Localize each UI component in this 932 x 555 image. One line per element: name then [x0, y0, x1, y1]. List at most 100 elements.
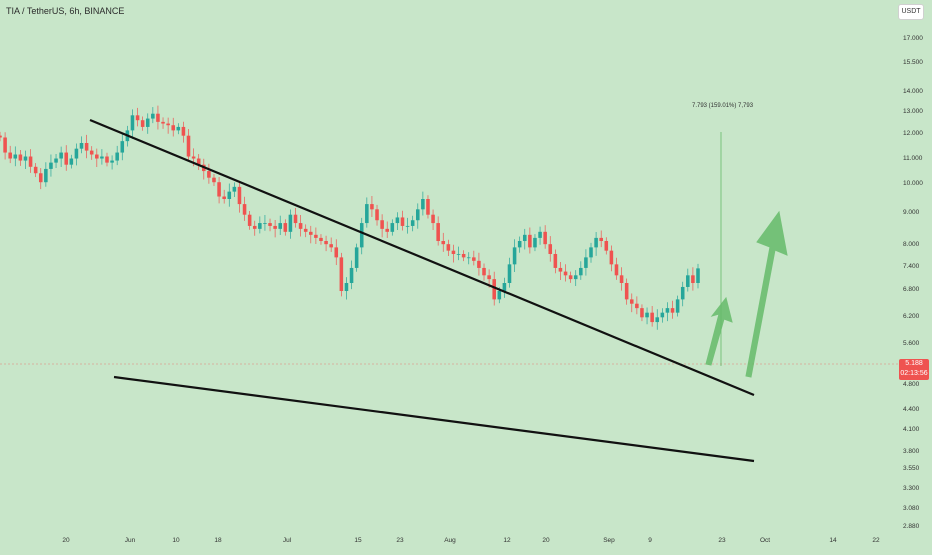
resistance-trendline[interactable]	[89, 118, 755, 397]
candle-body	[579, 267, 583, 276]
candle-body	[33, 166, 38, 174]
candle-body	[130, 115, 135, 131]
y-tick-label: 8.000	[903, 241, 920, 248]
x-tick-label: 18	[214, 537, 222, 544]
candle-body	[563, 271, 568, 276]
candle-body	[629, 299, 634, 304]
y-tick-label: 3.550	[903, 465, 920, 472]
x-tick-label: 10	[172, 537, 180, 544]
x-tick-label: 15	[354, 537, 362, 544]
currency-selector[interactable]: USDT	[898, 4, 924, 20]
y-tick-label: 4.400	[903, 406, 920, 413]
y-tick-label: 15.500	[903, 59, 923, 66]
x-tick-label: Jun	[125, 537, 136, 544]
y-tick-label: 14.000	[903, 88, 923, 95]
candle-body	[533, 237, 537, 248]
candle-body	[74, 148, 79, 159]
candle-body	[227, 191, 232, 200]
x-tick-label: Aug	[444, 537, 456, 544]
candle-body	[319, 237, 323, 242]
candle-body	[528, 234, 532, 248]
bar-countdown: 02:13:56	[900, 370, 928, 377]
y-tick-label: 13.000	[903, 108, 923, 115]
candle-body	[640, 308, 644, 318]
candle-body	[135, 115, 140, 121]
candle-body	[370, 204, 374, 210]
candle-body	[59, 152, 63, 159]
x-tick-label: 14	[829, 537, 837, 544]
candle-body	[538, 231, 542, 238]
candle-body	[380, 220, 384, 229]
candle-body	[558, 267, 563, 272]
candle-body	[3, 137, 7, 153]
candle-body	[441, 241, 446, 245]
candle-body	[472, 257, 476, 261]
candle-body	[263, 223, 267, 224]
candle-body	[609, 250, 614, 265]
y-tick-label: 6.800	[903, 286, 920, 293]
candle-body	[176, 126, 181, 131]
current-price-badge: 5.188 02:13:56	[899, 359, 929, 380]
large-up-arrow-icon[interactable]	[745, 210, 788, 378]
candle-body	[375, 209, 379, 221]
candle-body	[54, 158, 58, 163]
candle-body	[252, 225, 257, 229]
candle-body	[95, 154, 99, 159]
candle-body	[431, 214, 435, 224]
x-tick-label: 23	[396, 537, 404, 544]
candle-body	[624, 283, 629, 300]
y-axis: 17.000 15.500 14.000 13.000 12.000 11.000 10.0…	[903, 35, 923, 530]
candle-body	[186, 135, 191, 157]
candle-body	[584, 257, 588, 268]
candle-body	[242, 204, 247, 215]
candle-body	[217, 182, 221, 197]
candle-body	[400, 217, 405, 226]
candle-body	[497, 291, 502, 300]
support-trendline[interactable]	[113, 375, 755, 463]
candle-body	[665, 308, 670, 313]
y-tick-label: 6.200	[903, 313, 920, 320]
candle-body	[507, 264, 512, 283]
candle-body	[115, 152, 119, 161]
candle-body	[686, 275, 690, 287]
current-price-value: 5.188	[905, 360, 923, 367]
y-tick-label: 3.300	[903, 485, 920, 492]
target-measure-label: 7.793 (159.01%) 7,793	[692, 103, 754, 109]
candle-body	[568, 275, 573, 280]
candle-body	[314, 234, 318, 238]
candle-body	[517, 241, 522, 248]
candle-body	[105, 156, 109, 163]
candle-body	[426, 199, 430, 215]
candle-body	[28, 156, 33, 167]
candle-body	[543, 231, 547, 245]
candle-body	[660, 312, 665, 318]
candle-body	[298, 223, 303, 229]
candle-body	[8, 152, 12, 159]
candle-body	[191, 156, 196, 159]
candle-body	[650, 312, 654, 323]
candle-body	[359, 223, 364, 248]
candle-body	[268, 223, 272, 226]
x-tick-label: Sep	[603, 537, 615, 544]
x-tick-label: 22	[872, 537, 880, 544]
candle-body	[64, 152, 69, 165]
candle-body	[247, 214, 252, 226]
small-up-arrow-icon[interactable]	[705, 296, 733, 366]
candle-body	[89, 150, 94, 155]
candle-body	[44, 168, 48, 183]
candle-body	[273, 225, 277, 229]
candle-body	[303, 228, 308, 232]
candle-body	[151, 113, 155, 119]
candle-body	[410, 220, 415, 226]
y-tick-label: 9.000	[903, 209, 920, 216]
symbol-info: TIA / TetherUS, 6h, BINANCE	[6, 6, 125, 16]
candle-body	[548, 244, 553, 254]
candle-body	[232, 186, 237, 192]
candle-body	[283, 223, 288, 232]
candle-body	[604, 241, 609, 251]
y-tick-label: 4.800	[903, 381, 920, 388]
candle-body	[502, 283, 507, 292]
y-tick-label: 5.600	[903, 340, 920, 347]
